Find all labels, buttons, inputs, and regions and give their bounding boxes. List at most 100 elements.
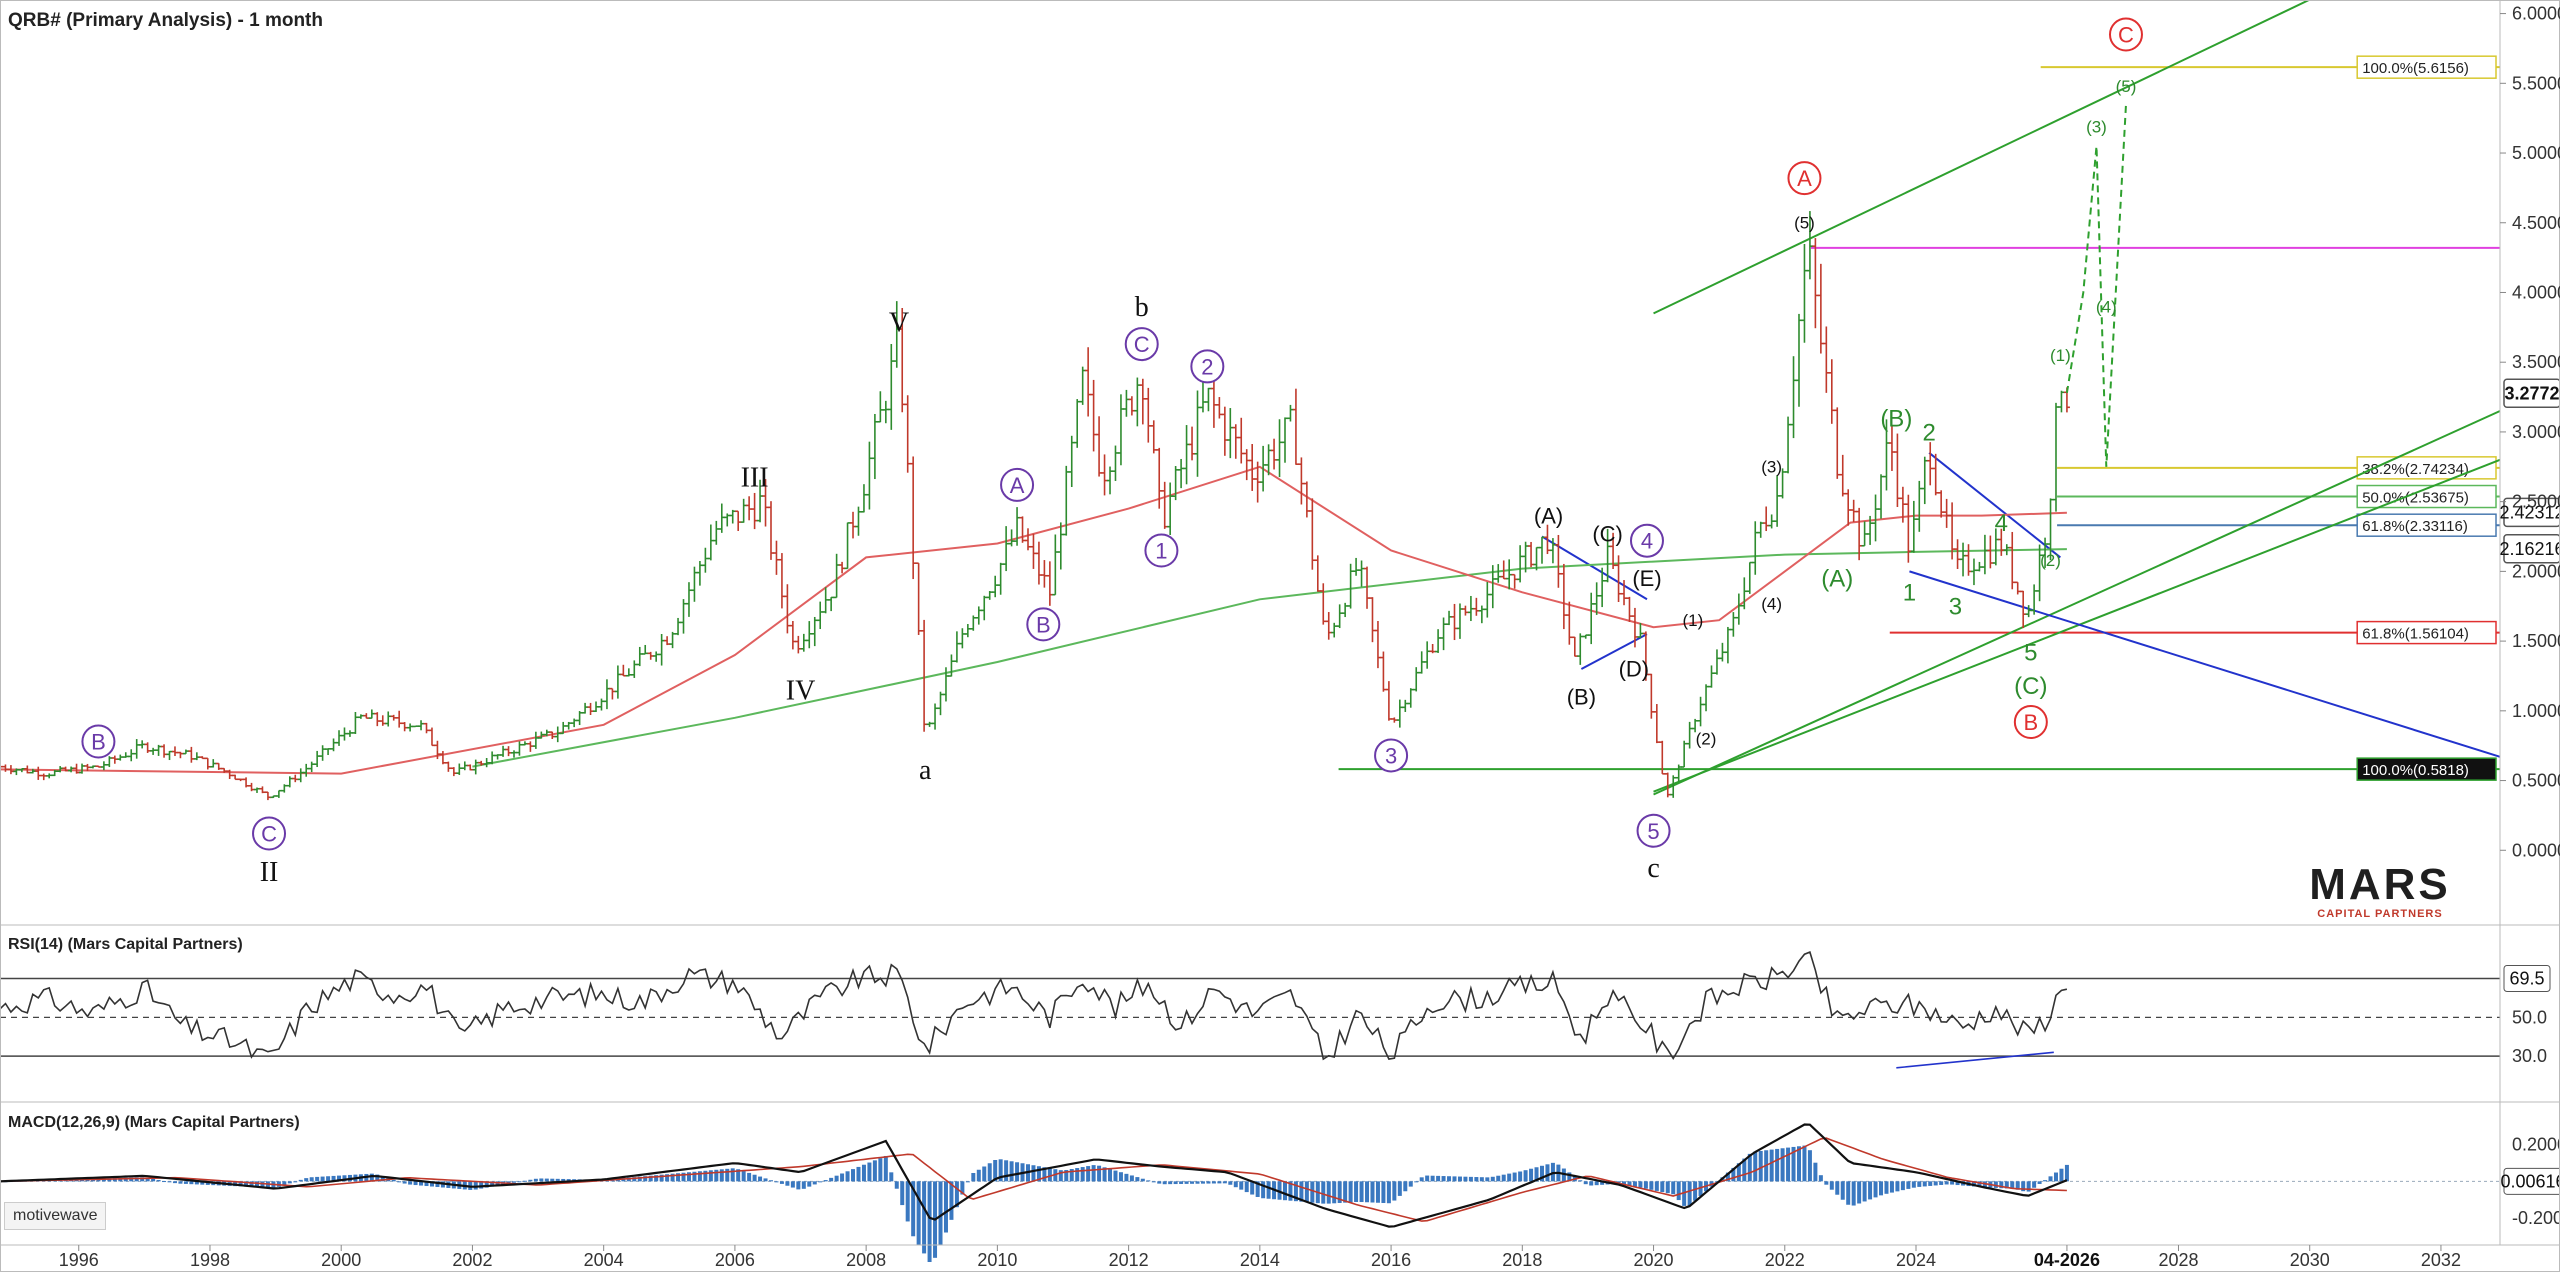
price-bar <box>133 739 140 759</box>
macd-hist-bar <box>1425 1175 1430 1182</box>
price-bar <box>346 730 353 737</box>
price-bar <box>910 456 917 580</box>
macd-hist-bar <box>1829 1181 1834 1190</box>
macd-hist-bar <box>167 1181 172 1183</box>
macd-hist-bar <box>1370 1181 1375 1203</box>
macd-hist-bar <box>1255 1181 1260 1197</box>
price-bar <box>953 631 960 663</box>
macd-hist-bar <box>752 1174 757 1182</box>
price-badge-text: 2.42312 <box>2499 502 2560 522</box>
price-bar <box>784 584 791 634</box>
macd-hist-bar <box>151 1178 156 1182</box>
wave-label: 4 <box>1995 510 2008 537</box>
price-bar <box>89 765 96 769</box>
price-bar <box>100 761 107 771</box>
price-bar <box>1046 561 1053 606</box>
macd-hist-bar <box>408 1181 413 1185</box>
price-bar <box>1391 717 1398 723</box>
price-bar <box>751 492 758 530</box>
macd-hist-bar <box>1097 1165 1102 1182</box>
wave-label: 1 <box>1903 580 1916 607</box>
macd-hist-bar <box>697 1171 702 1182</box>
price-bar <box>439 751 446 765</box>
fib-label-text: 38.2%(2.74234) <box>2362 461 2469 478</box>
price-bar <box>1976 561 1983 572</box>
price-bar <box>1757 521 1764 538</box>
price-bar <box>735 510 742 531</box>
price-bar <box>571 718 578 728</box>
price-bar <box>1150 420 1157 454</box>
macd-hist-bar <box>725 1168 730 1182</box>
macd-hist-bar <box>282 1181 287 1186</box>
price-bar <box>73 763 80 774</box>
price-bar <box>1478 605 1485 624</box>
macd-hist-bar <box>1731 1167 1736 1182</box>
macd-hist-bar <box>1518 1171 1523 1182</box>
x-tick-label: 2010 <box>977 1250 1017 1270</box>
price-bar <box>1320 583 1327 625</box>
macd-hist-bar <box>1036 1166 1041 1182</box>
price-bar <box>1090 379 1097 452</box>
price-bar <box>1566 601 1573 645</box>
price-bar <box>150 747 157 755</box>
macd-hist-bar <box>1807 1150 1812 1182</box>
macd-hist-bar <box>1222 1181 1227 1184</box>
price-bar <box>1353 557 1360 576</box>
price-bar <box>691 566 698 602</box>
macd-hist-bar <box>1900 1181 1905 1191</box>
macd-hist-bar <box>1140 1178 1145 1182</box>
wave-label: (4) <box>2096 297 2117 316</box>
macd-hist-bar <box>1293 1181 1298 1202</box>
price-bar <box>1178 458 1185 489</box>
macd-hist-bar <box>1430 1175 1435 1182</box>
price-bar <box>385 711 392 727</box>
price-bar <box>1795 313 1802 407</box>
price-bar <box>412 725 419 728</box>
macd-hist-bar <box>1835 1181 1840 1195</box>
price-bar <box>877 391 884 423</box>
macd-hist-bar <box>156 1180 161 1182</box>
price-bar <box>1249 444 1256 491</box>
wave-label-text: A <box>1010 473 1025 498</box>
wave-label: B <box>81 724 116 759</box>
channel-lower-line <box>1653 410 2501 796</box>
wave-label-circle <box>81 724 116 759</box>
macd-hist-bar <box>1654 1181 1659 1191</box>
macd-hist-bar <box>1343 1181 1348 1203</box>
macd-hist-bar <box>2037 1181 2042 1184</box>
macd-hist-bar <box>1824 1181 1829 1185</box>
macd-hist-bar <box>331 1175 336 1182</box>
macd-hist-bar <box>1693 1181 1698 1201</box>
macd-hist-bar <box>528 1179 533 1182</box>
price-bar <box>1746 561 1753 594</box>
price-bar <box>1927 442 1934 486</box>
macd-hist-bar <box>1496 1175 1501 1182</box>
macd-hist-bar <box>2048 1176 2053 1182</box>
price-bar <box>926 721 933 727</box>
price-bar <box>631 660 638 678</box>
macd-hist-bar <box>413 1181 418 1186</box>
macd-hist-bar <box>943 1181 948 1233</box>
x-tick-label: 2012 <box>1109 1250 1149 1270</box>
price-bar <box>1916 480 1923 532</box>
price-bar <box>1314 555 1321 592</box>
macd-hist-bar <box>1928 1181 1933 1186</box>
macd-hist-bar <box>249 1181 254 1187</box>
price-bar <box>806 621 813 649</box>
macd-hist-bar <box>1698 1181 1703 1197</box>
price-bar <box>593 701 600 713</box>
price-bar <box>1894 433 1901 507</box>
macd-hist-bar <box>676 1173 681 1182</box>
macd-hist-bar <box>1337 1181 1342 1203</box>
macd-hist-bar <box>1321 1181 1326 1204</box>
price-bar <box>620 664 627 677</box>
price-bar <box>1303 481 1310 518</box>
price-bar <box>1582 634 1589 639</box>
price-bar <box>1079 366 1086 405</box>
watermark: motivewave <box>4 1202 107 1230</box>
price-bar <box>1167 482 1174 536</box>
